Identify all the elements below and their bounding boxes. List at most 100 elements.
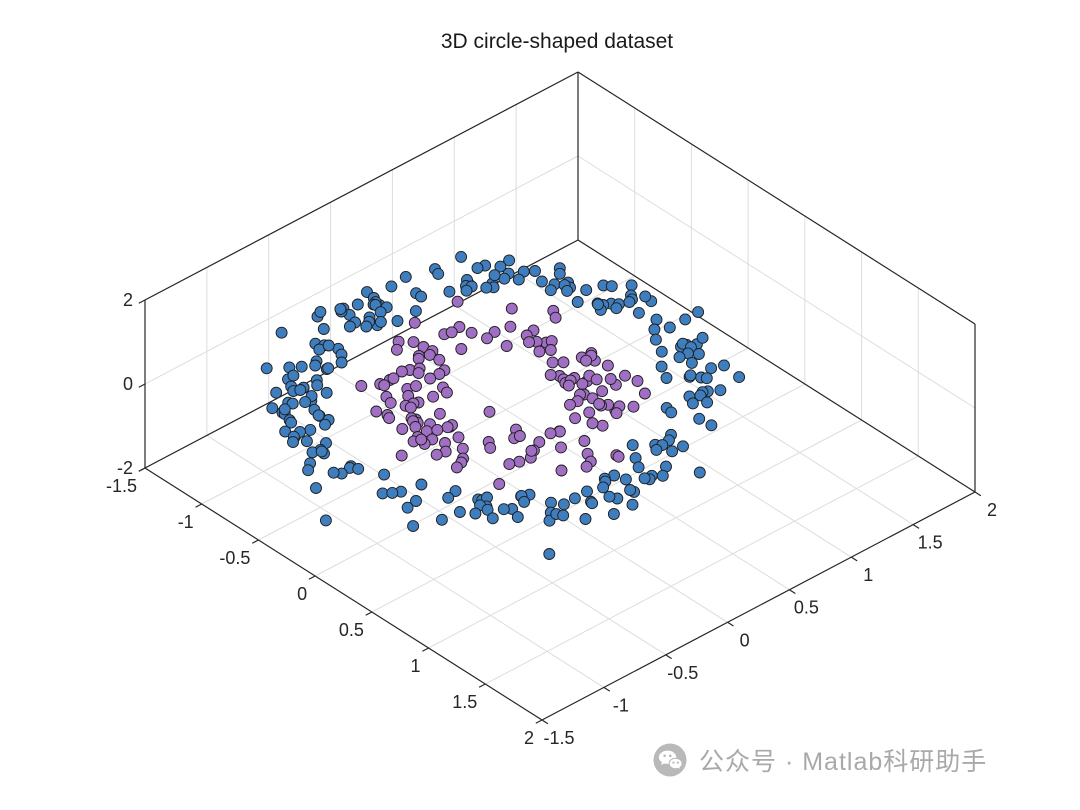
data-point-outer-ring: [656, 469, 669, 482]
data-point-inner-ring: [427, 390, 440, 403]
data-point-outer-ring: [334, 303, 347, 316]
data-point-outer-ring: [579, 513, 592, 525]
data-point-inner-ring: [465, 326, 478, 339]
data-point-outer-ring: [714, 384, 727, 397]
data-point-inner-ring: [583, 406, 596, 419]
data-point-inner-ring: [431, 423, 444, 436]
data-point-outer-ring: [322, 362, 335, 375]
data-point-outer-ring: [471, 262, 484, 275]
data-point-outer-ring: [665, 406, 678, 419]
data-point-outer-ring: [401, 501, 414, 514]
data-point-inner-ring: [408, 316, 421, 329]
data-point-inner-ring: [604, 373, 617, 385]
data-point-outer-ring: [260, 362, 273, 375]
data-point-inner-ring: [395, 449, 408, 462]
data-point-outer-ring: [279, 425, 292, 438]
y-tick-label: 1.5: [918, 533, 943, 553]
data-point-inner-ring: [564, 398, 576, 411]
y-tick-label: 1: [863, 565, 873, 585]
data-point-outer-ring: [285, 416, 298, 429]
data-point-inner-ring: [500, 340, 513, 352]
data-point-inner-ring: [456, 442, 469, 455]
data-point-outer-ring: [701, 396, 714, 409]
data-point-inner-ring: [638, 387, 651, 400]
data-point-inner-ring: [580, 460, 593, 473]
data-point-outer-ring: [663, 321, 676, 334]
data-point-outer-ring: [310, 482, 322, 495]
data-point-inner-ring: [445, 326, 458, 339]
data-point-outer-ring: [480, 281, 493, 294]
data-point-outer-ring: [660, 372, 673, 384]
data-point-inner-ring: [601, 359, 614, 372]
data-point-inner-ring: [395, 365, 408, 378]
axes-box-edges: [144, 71, 976, 721]
data-point-inner-ring: [493, 478, 506, 490]
data-point-inner-ring: [549, 311, 562, 324]
x-tick-label: -1.5: [106, 476, 137, 496]
data-point-outer-ring: [733, 371, 746, 384]
data-point-inner-ring: [451, 295, 464, 308]
data-point-outer-ring: [351, 298, 364, 311]
data-point-inner-ring: [370, 405, 383, 418]
y-tick-label: -1.5: [543, 728, 574, 748]
data-point-outer-ring: [319, 514, 332, 527]
data-point-inner-ring: [384, 396, 397, 409]
data-point-outer-ring: [432, 267, 445, 280]
y-tick-label: -0.5: [667, 663, 698, 683]
data-point-inner-ring: [387, 372, 400, 385]
data-point-outer-ring: [685, 356, 698, 369]
data-point-inner-ring: [481, 332, 493, 345]
data-point-inner-ring: [452, 431, 465, 444]
x-tick-label: 1: [411, 656, 421, 676]
data-point-outer-ring: [378, 468, 391, 481]
data-point-outer-ring: [693, 412, 706, 425]
data-point-outer-ring: [655, 360, 668, 373]
data-point-outer-ring: [410, 495, 422, 507]
data-point-inner-ring: [544, 427, 557, 440]
data-point-outer-ring: [300, 435, 313, 448]
y-tick-label: 0.5: [794, 598, 819, 618]
data-point-outer-ring: [557, 509, 570, 522]
watermark: 公众号 · Matlab科研助手: [652, 742, 987, 778]
data-point-outer-ring: [327, 466, 340, 479]
data-point-inner-ring: [631, 375, 644, 387]
data-point-inner-ring: [569, 412, 582, 425]
data-point-outer-ring: [561, 284, 574, 297]
data-point-inner-ring: [407, 336, 420, 349]
data-point-inner-ring: [410, 380, 422, 393]
data-point-outer-ring: [592, 298, 604, 311]
data-point-inner-ring: [546, 356, 559, 369]
data-point-outer-ring: [409, 305, 422, 318]
data-point-inner-ring: [404, 401, 417, 414]
data-point-inner-ring: [504, 320, 517, 333]
data-point-inner-ring: [610, 407, 623, 420]
data-point-outer-ring: [610, 302, 623, 315]
data-point-outer-ring: [309, 359, 322, 372]
data-point-outer-ring: [312, 409, 325, 422]
x-tick-label: 0: [297, 584, 307, 604]
data-point-inner-ring: [424, 372, 437, 385]
data-point-outer-ring: [391, 315, 404, 327]
data-point-outer-ring: [352, 462, 365, 475]
data-point-outer-ring: [718, 359, 730, 372]
data-point-inner-ring: [455, 343, 468, 355]
data-point-outer-ring: [295, 360, 308, 373]
data-point-outer-ring: [453, 506, 466, 518]
data-point-outer-ring: [270, 386, 283, 399]
data-point-outer-ring: [693, 466, 706, 479]
y-tick-label: 0: [740, 630, 750, 650]
data-point-outer-ring: [399, 270, 412, 283]
data-point-inner-ring: [555, 464, 568, 477]
data-point-outer-ring: [557, 498, 570, 511]
data-point-outer-ring: [294, 384, 307, 396]
z-tick-label: -2: [117, 458, 133, 478]
data-point-outer-ring: [705, 419, 718, 432]
data-point-outer-ring: [624, 484, 637, 496]
data-point-inner-ring: [576, 377, 589, 390]
data-point-inner-ring: [378, 379, 391, 392]
data-point-outer-ring: [696, 331, 709, 344]
data-point-outer-ring: [497, 503, 510, 516]
data-point-outer-ring: [639, 290, 652, 303]
data-point-outer-ring: [278, 403, 291, 416]
data-point-inner-ring: [430, 448, 443, 461]
